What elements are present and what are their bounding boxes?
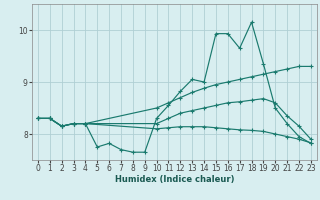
X-axis label: Humidex (Indice chaleur): Humidex (Indice chaleur): [115, 175, 234, 184]
